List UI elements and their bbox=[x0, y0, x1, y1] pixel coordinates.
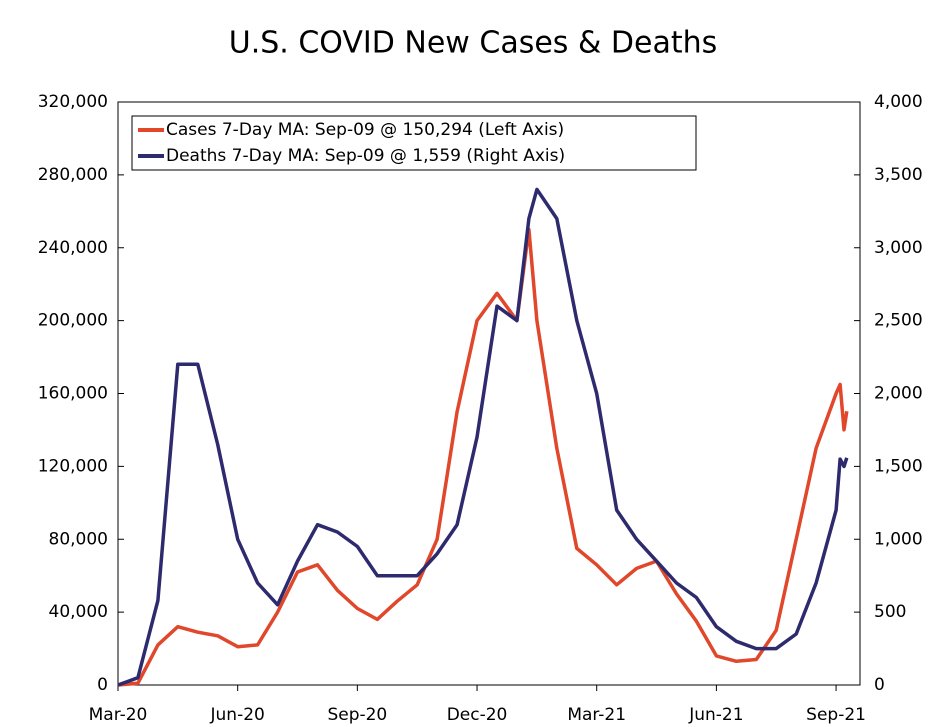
y2-tick-label: 500 bbox=[874, 602, 906, 622]
series-line bbox=[117, 227, 849, 687]
y2-tick-label: 2,000 bbox=[874, 384, 923, 404]
y-tick-label: 80,000 bbox=[49, 529, 108, 549]
y-tick-label: 160,000 bbox=[38, 384, 108, 404]
y-tick-label: 120,000 bbox=[38, 456, 108, 476]
plot-frame bbox=[117, 101, 861, 686]
y-tick-label: 0 bbox=[97, 675, 108, 695]
y-tick-label: 40,000 bbox=[49, 602, 108, 622]
series-line bbox=[117, 187, 849, 687]
y-tick-label: 280,000 bbox=[38, 165, 108, 185]
y2-tick-label: 3,500 bbox=[874, 165, 923, 185]
x-tick-label: Mar-21 bbox=[567, 705, 626, 725]
x-tick-label: Sep-20 bbox=[327, 705, 387, 725]
y2-tick-label: 1,500 bbox=[874, 456, 923, 476]
x-tick-label: Mar-20 bbox=[89, 705, 148, 725]
legend-box bbox=[131, 115, 697, 171]
x-tick-label: Sep-21 bbox=[806, 705, 866, 725]
x-tick-label: Dec-20 bbox=[447, 705, 508, 725]
y-tick-label: 320,000 bbox=[38, 92, 108, 112]
y2-tick-label: 1,000 bbox=[874, 529, 923, 549]
y-tick-label: 240,000 bbox=[38, 238, 108, 258]
chart-title: U.S. COVID New Cases & Deaths bbox=[229, 26, 717, 61]
x-tick-label: Jun-20 bbox=[210, 705, 265, 725]
legend-label: Cases 7-Day MA: Sep-09 @ 150,294 (Left A… bbox=[166, 120, 564, 140]
y-tick-label: 200,000 bbox=[38, 311, 108, 331]
y2-tick-label: 4,000 bbox=[874, 92, 923, 112]
y2-tick-label: 0 bbox=[874, 675, 885, 695]
legend-label: Deaths 7-Day MA: Sep-09 @ 1,559 (Right A… bbox=[166, 146, 565, 166]
y2-tick-label: 3,000 bbox=[874, 238, 923, 258]
x-tick-label: Jun-21 bbox=[688, 705, 743, 725]
y2-tick-label: 2,500 bbox=[874, 311, 923, 331]
